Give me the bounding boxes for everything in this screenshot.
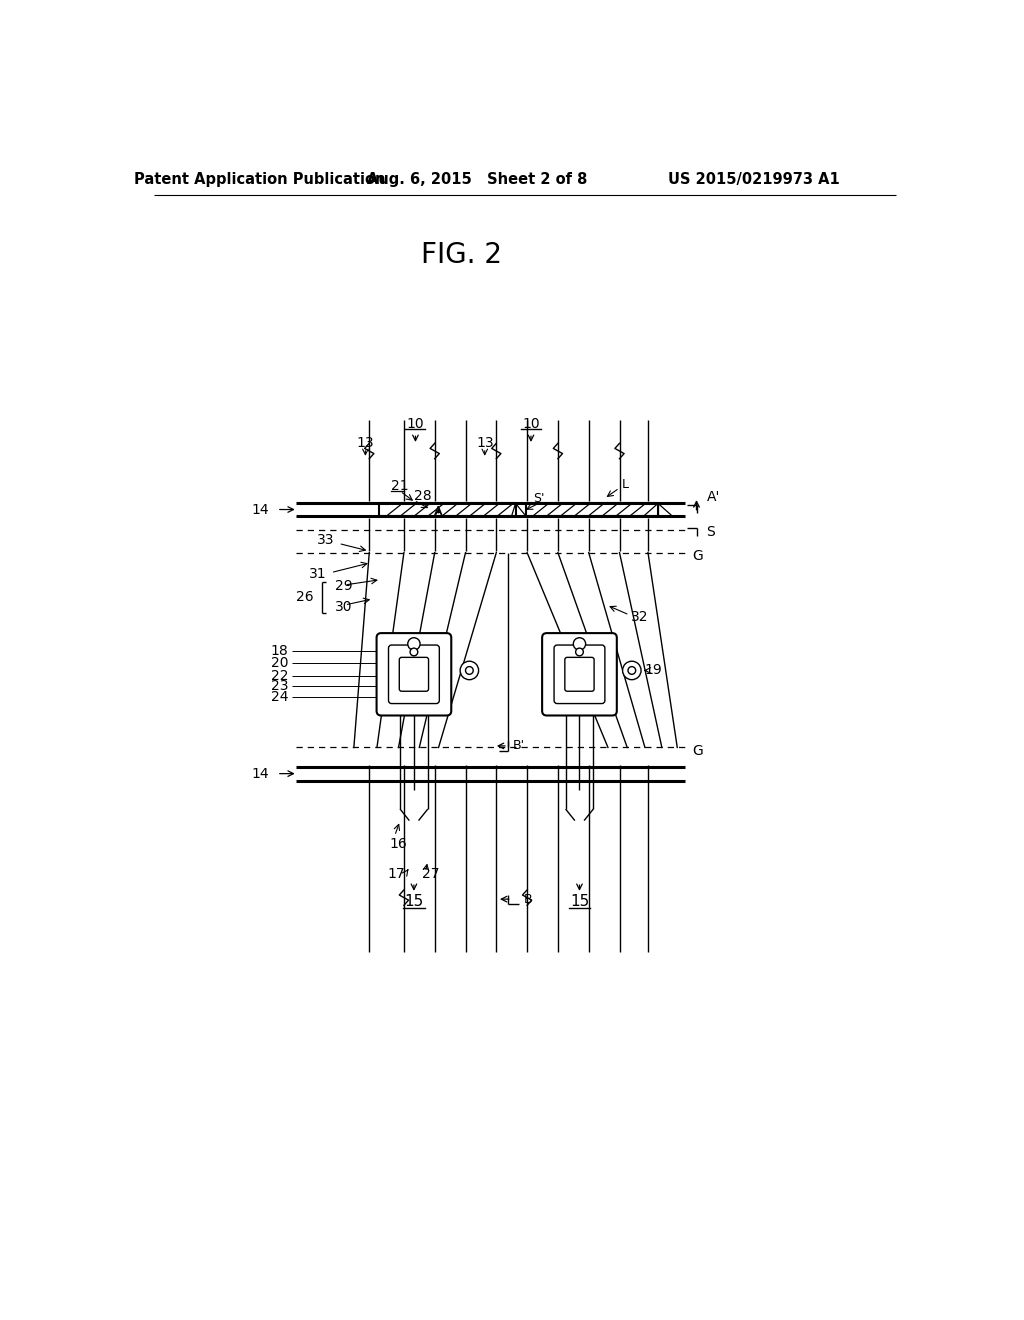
Text: S': S' [532,492,545,506]
Text: 10: 10 [522,417,540,432]
FancyBboxPatch shape [542,634,616,715]
Text: 15: 15 [569,894,589,909]
Text: 14: 14 [252,767,269,780]
Circle shape [408,638,420,649]
Text: 18: 18 [270,644,289,659]
FancyBboxPatch shape [399,657,429,692]
Circle shape [575,648,584,656]
Text: B: B [523,892,531,906]
Text: 31: 31 [309,568,327,581]
Text: G: G [692,549,703,562]
Text: 19: 19 [645,664,663,677]
Text: 10: 10 [407,417,424,432]
Text: 28: 28 [414,488,431,503]
Text: A: A [434,504,442,517]
Circle shape [623,661,641,680]
Text: A': A' [707,490,720,504]
Text: 17: 17 [387,867,404,882]
Text: 30: 30 [335,599,352,614]
Text: US 2015/0219973 A1: US 2015/0219973 A1 [669,172,840,186]
Text: 22: 22 [271,669,289,682]
Text: 29: 29 [335,578,352,593]
FancyBboxPatch shape [565,657,594,692]
Circle shape [410,648,418,656]
Circle shape [628,667,636,675]
Text: 13: 13 [356,437,374,450]
Text: 27: 27 [422,867,439,882]
FancyBboxPatch shape [388,645,439,704]
Text: 16: 16 [390,837,408,850]
Text: 20: 20 [271,656,289,669]
Text: Patent Application Publication: Patent Application Publication [134,172,386,186]
Text: 14: 14 [252,503,269,516]
Text: L: L [622,478,629,491]
Circle shape [460,661,478,680]
Text: 33: 33 [317,532,335,546]
Circle shape [466,667,473,675]
Text: G: G [692,743,703,758]
Text: 15: 15 [404,894,424,909]
Circle shape [573,638,586,649]
Text: S: S [707,525,716,539]
Text: B': B' [512,739,524,752]
FancyBboxPatch shape [554,645,605,704]
Text: 32: 32 [631,610,648,623]
Text: 21: 21 [391,479,409,492]
FancyBboxPatch shape [377,634,452,715]
Text: 23: 23 [271,678,289,693]
Text: FIG. 2: FIG. 2 [421,240,502,269]
Text: Aug. 6, 2015   Sheet 2 of 8: Aug. 6, 2015 Sheet 2 of 8 [367,172,587,186]
Text: 13: 13 [476,437,494,450]
Text: 24: 24 [271,690,289,705]
Text: 26: 26 [296,590,313,605]
